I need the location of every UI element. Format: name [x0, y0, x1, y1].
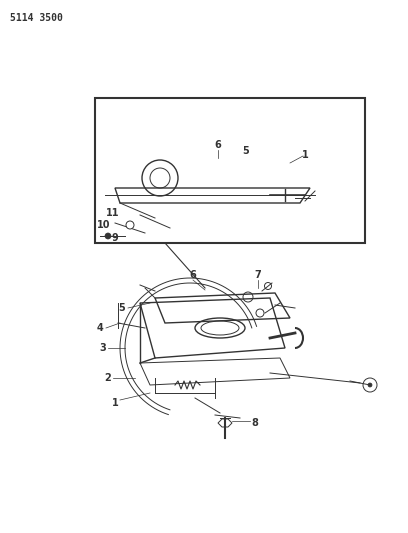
Circle shape [105, 233, 111, 239]
Text: 5: 5 [119, 303, 125, 313]
Circle shape [368, 383, 372, 387]
Bar [95, 98, 365, 243]
Text: 1: 1 [112, 398, 118, 408]
Text: 5: 5 [243, 146, 249, 156]
Text: 6: 6 [190, 270, 196, 280]
Text: 2: 2 [104, 373, 111, 383]
Text: 5114 3500: 5114 3500 [10, 13, 63, 23]
Circle shape [126, 221, 134, 229]
Text: 9: 9 [112, 233, 118, 243]
Text: 8: 8 [252, 418, 258, 428]
Text: 3: 3 [100, 343, 106, 353]
Text: 6: 6 [215, 140, 222, 150]
Text: 7: 7 [255, 270, 262, 280]
Text: 11: 11 [106, 208, 120, 218]
Text: 10: 10 [97, 220, 111, 230]
Text: 4: 4 [97, 323, 103, 333]
Text: 1: 1 [302, 150, 308, 160]
